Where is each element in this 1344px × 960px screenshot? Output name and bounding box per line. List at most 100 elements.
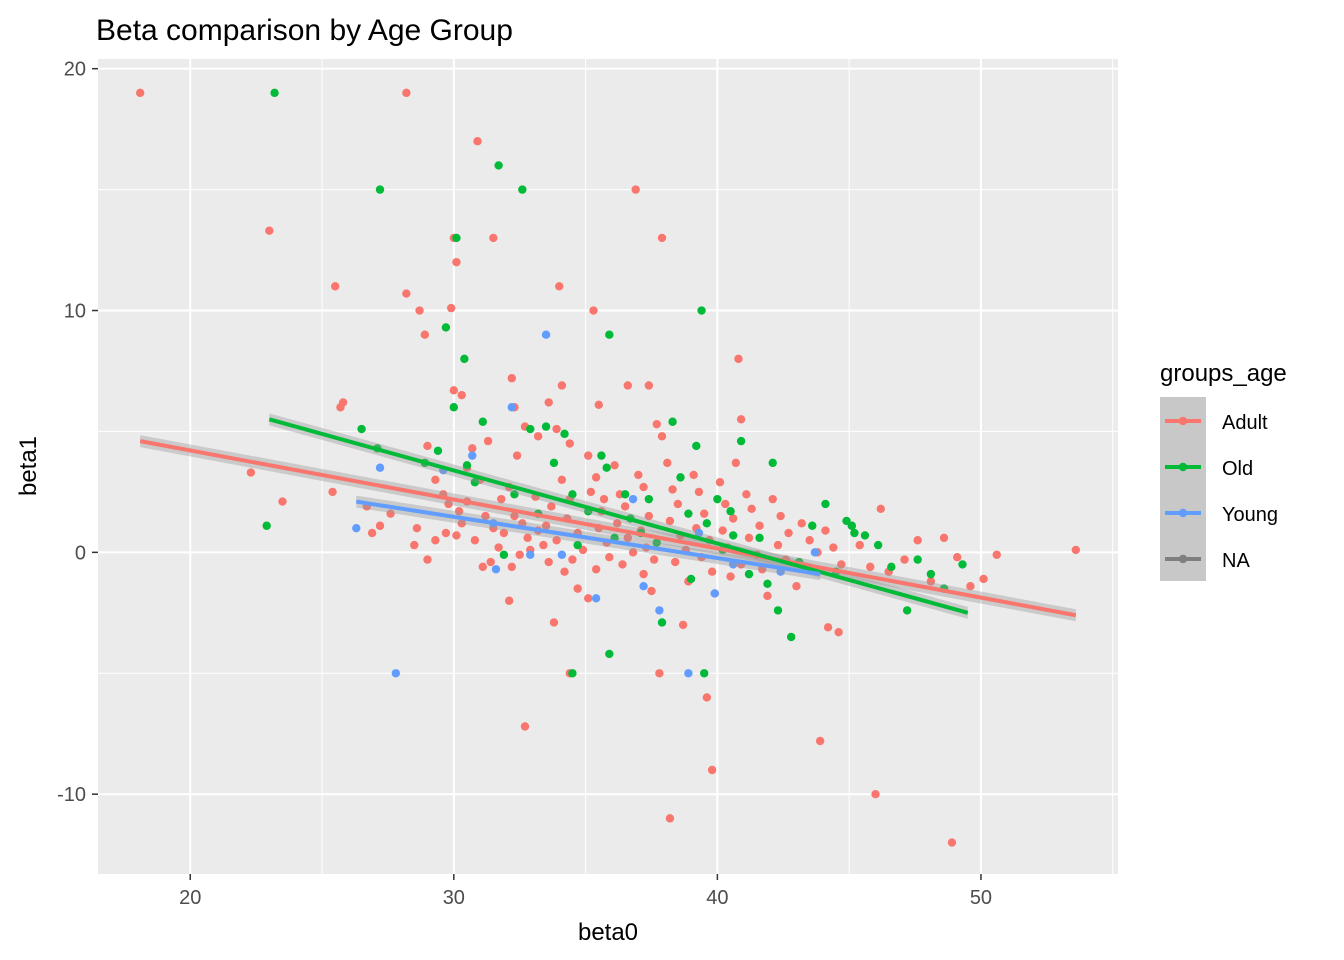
data-point-adult [647,586,656,596]
data-point-adult [591,473,601,482]
data-point-adult [992,550,1001,559]
data-point-young [710,589,719,598]
trend-line-young [355,499,821,577]
data-point-old [478,417,488,426]
data-point-old [644,494,654,504]
data-point-adult [468,444,477,453]
data-point-adult [620,502,630,511]
data-point-old [462,461,472,470]
data-point-adult [631,185,640,194]
data-point-adult [671,557,680,567]
data-point-old [510,490,519,499]
data-point-young [557,550,567,559]
data-point-adult [544,398,553,407]
axis-ticks: 20 30 40 50 -10 0 10 20 [57,59,992,909]
data-point-adult [584,451,593,460]
data-point-old [470,478,480,487]
data-point-adult [499,528,509,538]
data-point-adult [805,536,814,545]
data-point-adult [821,526,830,535]
data-point-adult [1071,545,1081,555]
data-point-old [713,494,722,504]
data-point-adult [449,386,459,395]
data-point-adult [573,584,582,593]
data-point-adult [497,494,506,504]
chart-title: Beta comparison by Age Group [96,14,513,47]
data-point-old [808,521,817,530]
legend-label-adult: Adult [1222,412,1268,434]
data-point-old [887,562,896,572]
data-point-adult [507,562,516,572]
data-point-old [262,521,271,530]
data-point-adult [871,789,880,799]
data-point-adult [694,487,704,497]
data-point-old [860,531,870,540]
data-point-adult [634,470,643,480]
data-point-adult [834,627,843,637]
data-point-old [700,669,709,678]
data-point-adult [926,577,936,586]
data-point-adult [557,475,567,485]
data-point-adult [481,511,490,521]
data-point-adult [541,521,551,530]
data-point-adult [539,540,548,550]
data-point-old [620,490,630,499]
data-point-adult [610,461,619,470]
data-point-adult [547,502,556,511]
data-point-adult [613,519,622,528]
data-point-adult [423,555,432,564]
data-point-adult [797,519,806,528]
data-point-adult [736,415,746,424]
data-point-old [763,579,772,588]
data-point-adult [557,381,567,390]
data-point-young [655,606,664,615]
data-point-adult [431,475,440,485]
data-point-adult [544,557,553,567]
data-point-adult [947,838,957,847]
data-point-adult [512,451,522,460]
data-point-old [433,446,443,455]
legend-title: groups_age [1160,360,1287,387]
data-point-adult [515,550,524,559]
data-point-adult [589,306,598,315]
data-point-adult [591,565,601,574]
data-point-old [494,161,503,170]
data-point-old [702,519,712,528]
data-point-adult [523,533,532,543]
data-point-adult [533,432,543,441]
data-point-adult [402,88,411,98]
data-point-old [692,441,701,451]
data-point-adult [504,596,514,605]
trend-line-adult [139,439,1077,618]
data-point-old [847,521,856,530]
data-point-old [568,669,577,678]
data-point-adult [489,233,498,243]
data-point-adult [265,226,274,235]
data-point-adult [747,504,756,514]
y-tick-label: 0 [75,542,86,564]
data-point-adult [473,137,482,146]
data-point-adult [700,509,709,518]
data-point-old [652,538,661,547]
data-point-adult [763,591,772,601]
data-point-adult [410,540,419,550]
data-point-adult [665,516,675,526]
grid-lines [98,59,1118,874]
data-point-adult [866,562,875,572]
data-point-adult [979,574,988,584]
data-point-old [518,185,527,194]
data-point-old [850,528,859,538]
data-point-old [357,424,366,434]
data-point-young [375,463,385,472]
data-point-adult [452,257,461,267]
data-point-young [352,523,361,533]
data-point-old [744,569,754,579]
data-point-adult [837,560,846,569]
data-point-adult [486,557,495,567]
data-point-adult [599,494,609,504]
data-point-adult [784,528,793,538]
data-point-adult [644,381,654,390]
data-point-adult [742,490,751,499]
data-point-young [694,528,704,538]
